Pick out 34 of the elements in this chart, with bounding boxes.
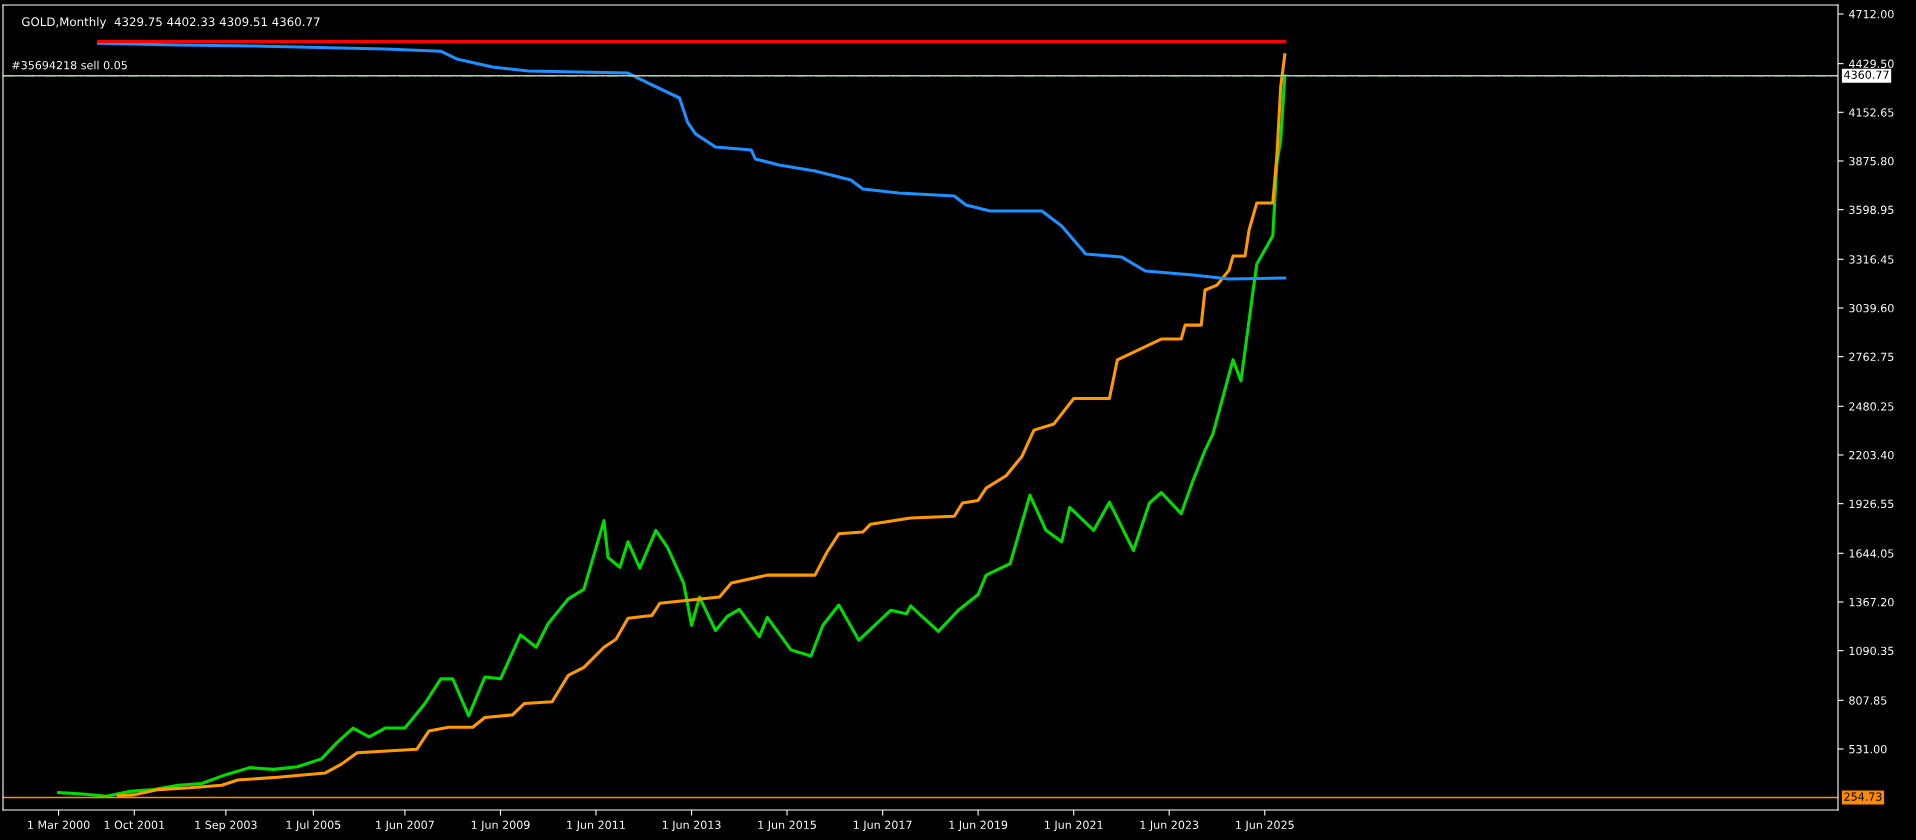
- y-tick-label: 2480.25: [1849, 402, 1894, 411]
- y-tick-label: 2203.40: [1849, 450, 1894, 460]
- x-tick-label: 1 Oct 2001: [104, 820, 165, 830]
- x-tick-label: 1 Jun 2011: [567, 820, 625, 832]
- x-tick-label: 1 Jun 2007: [376, 820, 434, 832]
- y-tick-label: 4712.00: [1848, 9, 1894, 19]
- x-tick-label: 1 Jun 2019: [949, 820, 1008, 832]
- x-tick-label: 1 Jun 2015: [758, 820, 816, 832]
- y-tick-label: 4429.50: [1848, 59, 1894, 69]
- x-tick-label: 1 Jun 2025: [1236, 820, 1294, 832]
- ref-line-label: 254.73: [1844, 792, 1882, 801]
- x-tick-label: 1 Jun 2017: [853, 820, 912, 832]
- y-tick-label: 3039.60: [1849, 303, 1894, 313]
- x-tick-label: 1 Mar 2000: [28, 820, 90, 830]
- x-tick-label: 1 Jul 2005: [286, 820, 341, 832]
- y-tick-label: 807.85: [1849, 696, 1887, 705]
- y-tick-label: 4152.65: [1848, 108, 1894, 117]
- x-tick-label: 1 Jun 2023: [1140, 820, 1199, 832]
- y-tick-label: 1644.05: [1849, 549, 1894, 558]
- y-tick-label: 531.00: [1849, 744, 1887, 754]
- y-tick-label: 3316.45: [1849, 255, 1894, 264]
- x-tick-label: 1 Jun 2021: [1045, 820, 1103, 832]
- y-tick-label: 3598.95: [1849, 205, 1894, 215]
- y-tick-label: 1367.20: [1849, 597, 1894, 607]
- x-tick-label: 1 Jun 2013: [662, 820, 721, 832]
- y-tick-label: 1926.55: [1849, 499, 1894, 509]
- ref-line-label: #35694218 sell 0.05: [12, 60, 127, 70]
- text: GOLD,Monthly 4329.75 4402.33 4309.51 4360.77: [22, 17, 320, 29]
- y-tick-label: 1090.35: [1849, 646, 1894, 656]
- y-tick-label: 2762.75: [1849, 352, 1894, 362]
- x-tick-label: 1 Sep 2003: [195, 820, 257, 832]
- ref-line-label: 4360.77: [1844, 70, 1889, 79]
- x-tick-label: 1 Jun 2009: [471, 820, 530, 832]
- y-tick-label: 3875.80: [1849, 156, 1894, 166]
